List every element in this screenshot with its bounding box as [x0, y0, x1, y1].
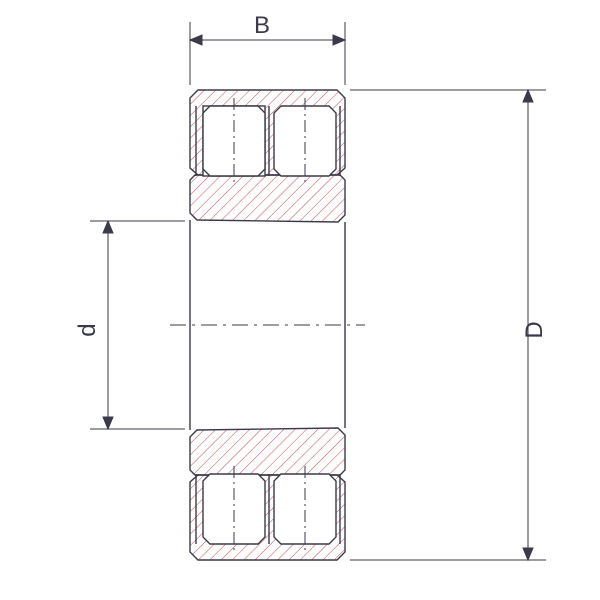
roller-top-left [203, 98, 265, 184]
label-D: D [521, 321, 548, 338]
roller-bottom-left [203, 466, 265, 552]
dimension-d: d [74, 221, 185, 429]
dimension-B: B [190, 12, 345, 85]
dimension-D: D [350, 90, 548, 560]
inner-ring-top [190, 175, 345, 222]
roller-bottom-right [274, 466, 336, 552]
roller-top-right [274, 98, 336, 184]
inner-ring-bottom [190, 428, 345, 475]
label-d: d [74, 323, 101, 336]
bearing-diagram: B d D [0, 0, 600, 600]
label-B: B [254, 12, 270, 39]
